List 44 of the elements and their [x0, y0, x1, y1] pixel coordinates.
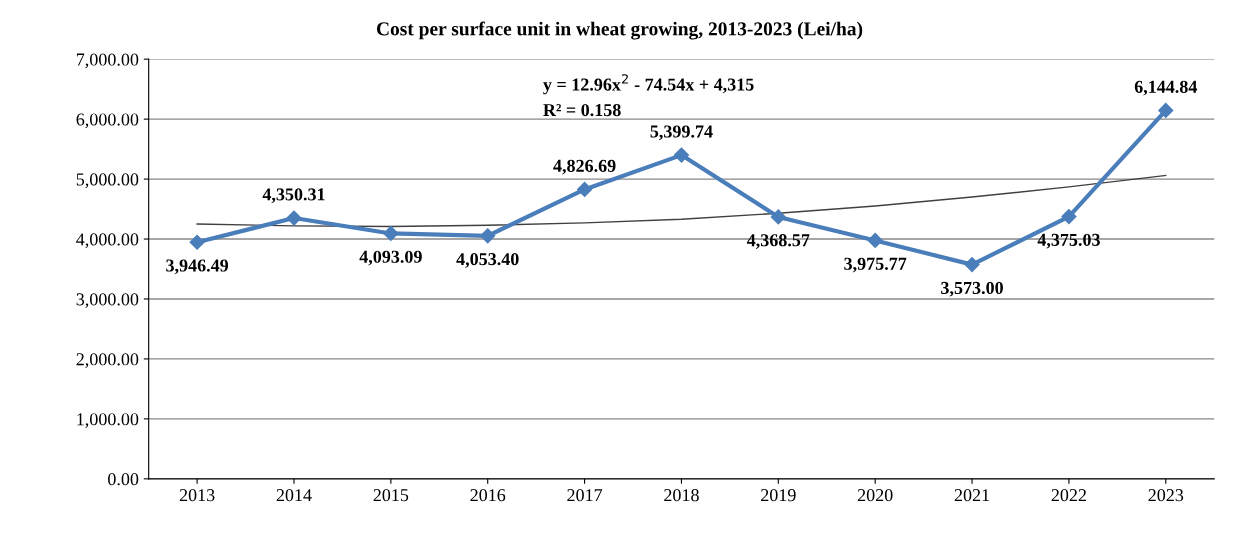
x-tick-label: 2019	[761, 489, 796, 502]
x-tick-label: 2013	[179, 489, 215, 502]
data-label: 3,573.00	[941, 281, 1003, 297]
x-tick-label: 2022	[1051, 489, 1086, 502]
data-label: 3,946.49	[166, 259, 229, 275]
y-tick-label: 6,000.00	[76, 113, 139, 129]
chart-title: Cost per surface unit in wheat growing, 2013-2023 (Lei/ha)	[376, 21, 863, 40]
x-tick-label: 2014	[276, 489, 312, 502]
data-label: 4,368.57	[746, 234, 810, 249]
point	[577, 181, 593, 198]
x-tick-label: 2018	[664, 489, 699, 502]
data-label: 6,144.84	[1134, 80, 1198, 96]
y-tick-label: 3,000.00	[76, 293, 139, 309]
annotation: R² = 0.158	[543, 103, 621, 117]
point	[964, 257, 980, 273]
y-tick-label: 2,000.00	[76, 353, 139, 368]
x-tick-label: 2015	[373, 489, 409, 502]
point	[770, 209, 786, 225]
x-tick-label: 2023	[1148, 489, 1184, 502]
annotation: y = 12.96x$^{2}$ - 74.54x + 4,315	[543, 74, 754, 95]
data-label: 3,975.77	[844, 257, 907, 273]
point	[383, 225, 399, 242]
point	[286, 210, 302, 226]
x-tick-label: 2016	[470, 489, 506, 502]
y-tick-label: 7,000.00	[76, 53, 139, 69]
data-label: 5,399.74	[650, 125, 713, 141]
x-tick-label: 2020	[857, 489, 893, 502]
x-tick-label: 2021	[954, 489, 990, 502]
point	[1061, 208, 1077, 225]
y-tick-label: 0.00	[108, 473, 139, 486]
point	[1158, 102, 1174, 119]
data-label: 4,826.69	[553, 159, 616, 175]
data-label: 4,350.31	[262, 188, 325, 204]
y-tick-label: 5,000.00	[76, 173, 139, 189]
point	[867, 232, 883, 249]
data-label: 4,093.09	[359, 250, 422, 266]
point	[673, 147, 690, 163]
y-tick-label: 1,000.00	[77, 413, 139, 428]
data-label: 4,375.03	[1037, 233, 1100, 249]
y-tick-label: 4,000.00	[76, 233, 139, 249]
point	[480, 228, 496, 244]
data-label: 4,053.40	[456, 253, 519, 268]
point	[189, 234, 205, 250]
x-tick-label: 2017	[567, 489, 603, 502]
